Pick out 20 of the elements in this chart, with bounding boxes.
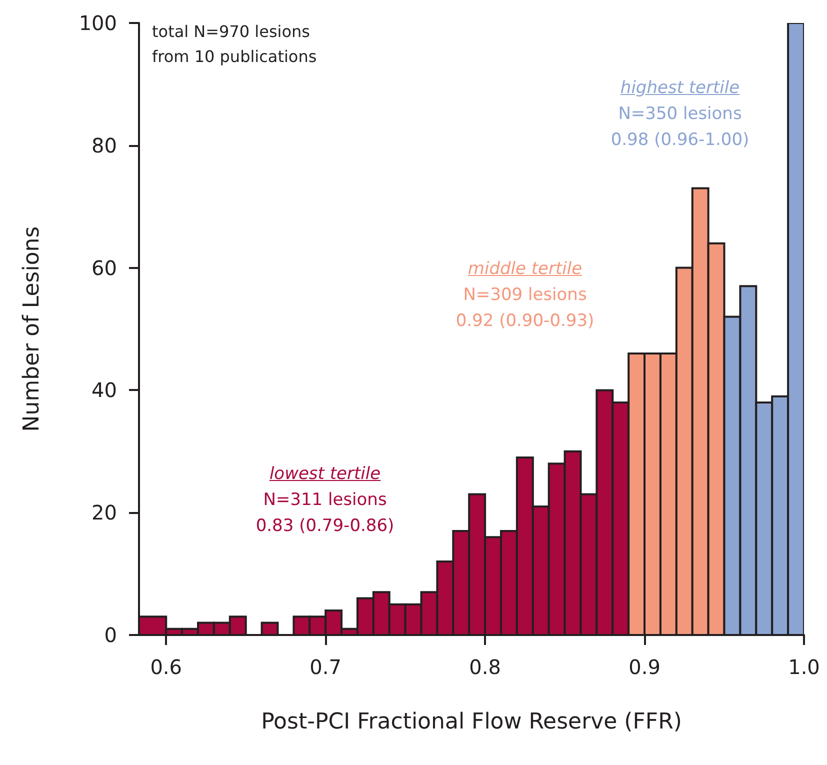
y-axis-title: Number of Lesions xyxy=(20,226,44,432)
annotation: total N=970 lesions from 10 publications xyxy=(152,21,317,68)
x-tick-label: 0.6 xyxy=(150,655,182,679)
y-tick-label: 60 xyxy=(92,256,117,280)
y-tick-label: 0 xyxy=(104,623,117,647)
annotation: N=350 lesions 0.98 (0.96-1.00) xyxy=(610,103,750,152)
y-tick-label: 20 xyxy=(92,500,117,525)
y-tick-label: 40 xyxy=(92,378,117,402)
y-tick-label: 80 xyxy=(92,133,117,158)
text: highest tertile xyxy=(620,77,740,100)
x-tick-label: 0.9 xyxy=(628,655,660,679)
y-tick-label: 100 xyxy=(78,11,117,35)
x-tick-label: 0.8 xyxy=(469,655,501,679)
text: middle tertile xyxy=(468,258,582,281)
x-tick-label: 1.0 xyxy=(788,655,820,679)
x-tick-label: 0.7 xyxy=(310,655,342,679)
annotation: N=309 lesions 0.92 (0.90-0.93) xyxy=(456,284,594,333)
x-axis-title: Post-PCI Fractional Flow Reserve (FFR) xyxy=(261,710,682,734)
text: lowest tertile xyxy=(269,463,381,486)
annotation: N=311 lesions 0.83 (0.79-0.86) xyxy=(256,489,394,538)
